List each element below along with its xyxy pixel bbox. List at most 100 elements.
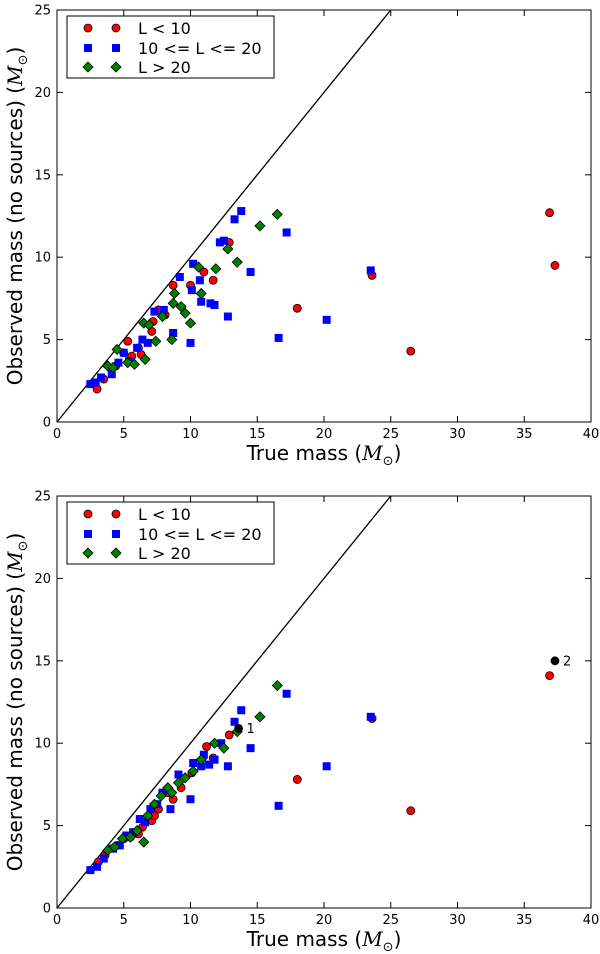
- data-point: [156, 310, 169, 323]
- legend-label: 10 <= L <= 20: [138, 39, 262, 58]
- legend-box: [66, 15, 275, 79]
- data-point: [91, 378, 100, 387]
- data-point: [150, 307, 159, 316]
- data-point: [254, 220, 266, 232]
- data-point: [205, 760, 214, 769]
- y-tick-label: 10: [34, 737, 51, 752]
- data-point: [148, 798, 161, 810]
- data-point: [175, 301, 187, 313]
- legend-label: L > 20: [138, 544, 191, 563]
- data-point: [218, 742, 230, 754]
- x-tick-label: 20: [316, 913, 333, 928]
- data-point: [230, 215, 239, 224]
- x-tick-label: 35: [516, 427, 533, 442]
- legend-label: L > 20: [138, 58, 191, 77]
- x-tick-label: 40: [583, 913, 600, 928]
- data-point: [366, 712, 375, 721]
- data-point: [169, 329, 178, 338]
- identity-line: [56, 495, 392, 909]
- data-point: [184, 317, 197, 329]
- data-point: [168, 280, 178, 290]
- x-tick-label: 15: [249, 427, 266, 442]
- x-tick-label: 0: [53, 427, 61, 442]
- x-tick-label: 25: [382, 913, 399, 928]
- data-point: [550, 261, 560, 270]
- data-point: [175, 272, 184, 281]
- data-point: [197, 297, 206, 306]
- identity-line: [56, 9, 392, 423]
- data-point: [550, 656, 560, 666]
- data-point: [217, 739, 226, 748]
- x-axis-label: True mass (M⊙): [246, 441, 402, 469]
- data-point: [406, 346, 416, 356]
- data-point: [129, 828, 138, 837]
- data-point: [128, 358, 140, 370]
- legend-marker-circle: [83, 509, 121, 519]
- x-tick-label: 15: [249, 913, 266, 928]
- y-tick-label: 10: [34, 251, 51, 266]
- data-point: [166, 805, 175, 814]
- x-axis-label: True mass (M⊙): [246, 927, 402, 954]
- data-points: 12: [86, 654, 571, 875]
- data-point: [97, 373, 106, 382]
- data-point: [186, 338, 195, 347]
- data-point: [230, 717, 239, 726]
- data-point: [179, 307, 191, 319]
- data-point: [271, 679, 283, 692]
- y-tick-label: 0: [43, 416, 51, 431]
- data-point: [99, 854, 108, 863]
- data-point: [114, 358, 123, 367]
- data-point: [179, 772, 191, 784]
- data-point: [187, 286, 196, 295]
- data-point: [219, 236, 228, 245]
- data-point: [223, 312, 232, 321]
- data-point: [143, 338, 152, 347]
- data-point: [292, 303, 302, 313]
- data-point: [186, 795, 195, 804]
- point-annotation: 1: [247, 722, 255, 737]
- data-point: [292, 775, 302, 784]
- data-point: [271, 208, 283, 220]
- legend-marker-diamond: [82, 547, 122, 559]
- legend-marker-circle: [83, 23, 121, 33]
- data-point: [366, 266, 375, 275]
- data-point: [119, 348, 128, 357]
- data-point: [167, 297, 179, 309]
- data-point: [274, 333, 283, 342]
- data-point: [545, 208, 555, 218]
- data-point: [138, 335, 147, 344]
- legend: L < 10 10 <= L <= 20 L > 20: [66, 501, 275, 565]
- data-point: [254, 711, 266, 723]
- data-point: [282, 228, 291, 237]
- data-point: [139, 353, 151, 365]
- x-tick-label: 5: [120, 427, 128, 442]
- legend-box: [66, 501, 275, 565]
- data-point: [86, 380, 95, 389]
- y-tick-label: 25: [34, 4, 51, 19]
- data-point: [223, 762, 232, 771]
- axis-ticks: 0 5 10 15 20 25 30 35 40 0 5 10 15 20 25: [34, 4, 599, 443]
- x-tick-label: 40: [583, 427, 600, 442]
- data-point: [143, 319, 155, 331]
- data-point: [195, 754, 207, 766]
- data-point: [199, 750, 208, 759]
- legend-label: L < 10: [138, 505, 191, 524]
- data-point: [172, 777, 185, 789]
- y-axis-label: Observed mass (no sources) (M⊙): [3, 47, 31, 386]
- data-point: [274, 801, 283, 810]
- data-point: [246, 744, 255, 753]
- data-point: [189, 758, 198, 767]
- data-point: [93, 862, 102, 871]
- data-point: [135, 815, 144, 824]
- data-point: [210, 263, 222, 275]
- data-point: [406, 806, 416, 816]
- axis-ticks: 0 5 10 15 20 25 30 35 40 0 5 10 15 20 25: [34, 490, 599, 929]
- y-axis-label: Observed mass (no sources) (M⊙): [3, 533, 31, 872]
- data-point: [123, 336, 133, 346]
- y-tick-label: 25: [34, 490, 51, 505]
- data-point: [210, 755, 219, 764]
- x-tick-label: 20: [316, 427, 333, 442]
- data-point: [142, 810, 154, 822]
- x-tick-label: 35: [516, 913, 533, 928]
